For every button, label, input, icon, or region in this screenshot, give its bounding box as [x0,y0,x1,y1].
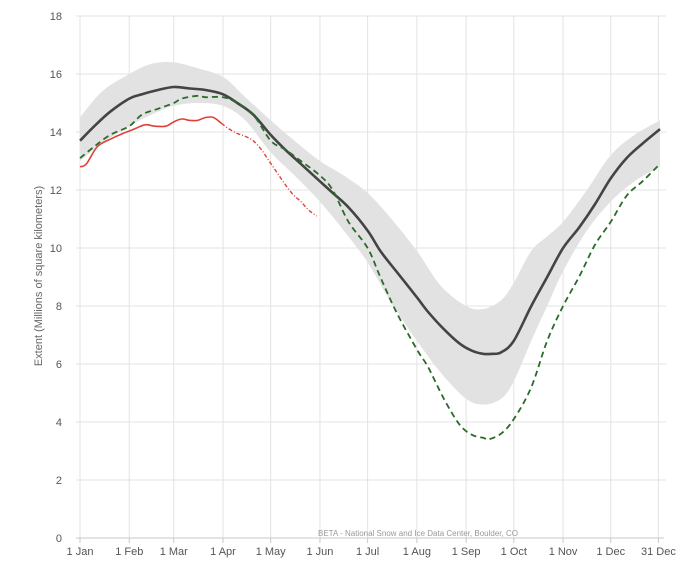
y-tick-label: 8 [56,301,62,313]
x-tick-label: 1 Dec [596,546,625,558]
y-tick-label: 10 [50,243,62,255]
x-tick-label: 1 Oct [501,546,527,558]
chart: Extent (Millions of square kilometers) 0… [0,0,680,568]
y-tick-labels: 0 2 4 6 8 10 12 14 16 18 [50,11,62,545]
y-tick-label: 14 [50,127,62,139]
x-tick-label: 31 Dec [641,546,676,558]
x-tick-label: 1 May [256,546,286,558]
y-tick-label: 6 [56,359,62,371]
x-tick-label: 1 Mar [160,546,188,558]
chart-credit: BETA - National Snow and Ice Data Center… [318,529,518,538]
y-tick-label: 18 [50,11,62,23]
x-tick-label: 1 Jun [306,546,333,558]
x-tick-label: 1 Sep [452,546,481,558]
x-tick-label: 1 Jul [356,546,379,558]
x-tick-label: 1 Apr [210,546,236,558]
y-tick-label: 4 [56,417,62,429]
x-tick-labels: 1 Jan 1 Feb 1 Mar 1 Apr 1 May 1 Jun 1 Jul 1 Aug… [67,546,677,558]
y-tick-label: 12 [50,185,62,197]
y-tick-label: 16 [50,69,62,81]
y-tick-label: 0 [56,533,62,545]
x-tick-label: 1 Nov [549,546,578,558]
series-line-1 [80,96,660,440]
x-tick-label: 1 Jan [67,546,94,558]
y-axis-title: Extent (Millions of square kilometers) [33,186,45,366]
x-tick-label: 1 Aug [403,546,431,558]
y-tick-label: 2 [56,475,62,487]
x-tick-label: 1 Feb [115,546,143,558]
